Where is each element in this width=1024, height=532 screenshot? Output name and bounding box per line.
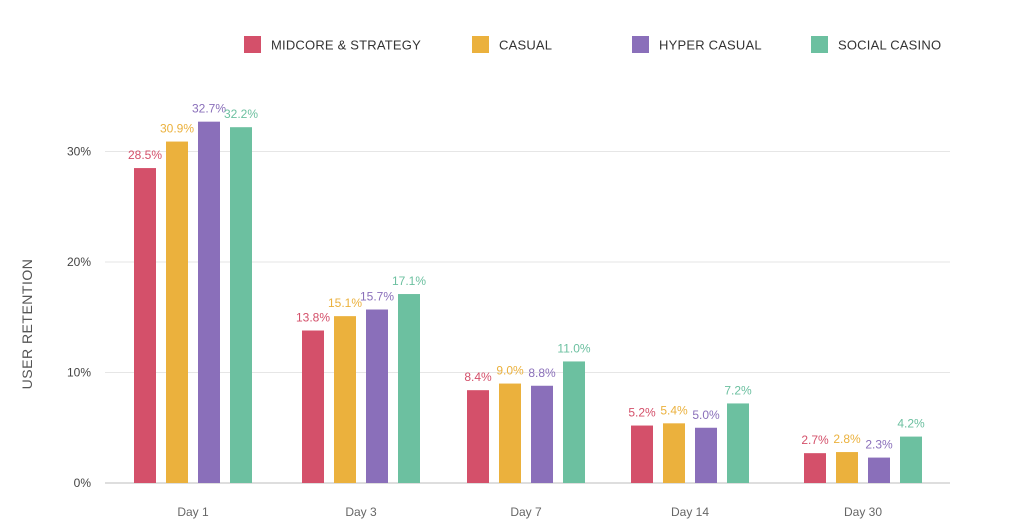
y-tick-label: 0% [74,476,92,490]
y-axis: 0% 10% 20% 30% [67,145,91,491]
x-category-label: Day 1 [177,505,209,519]
bar [836,452,858,483]
bar [499,383,521,483]
bar-value-label: 13.8% [296,311,330,325]
legend: MIDCORE & STRATEGY CASUAL HYPER CASUAL SOCI… [244,36,941,53]
bar-value-label: 8.8% [528,366,556,380]
legend-swatch [244,36,261,53]
y-tick-label: 20% [67,255,91,269]
bar-value-label: 5.0% [692,408,720,422]
bar-value-label: 5.4% [660,403,688,417]
bar [134,168,156,483]
bar-value-label: 2.3% [865,438,893,452]
bar [900,436,922,483]
bar-value-label: 2.8% [833,432,861,446]
x-category-label: Day 3 [345,505,377,519]
x-category-label: Day 30 [844,505,882,519]
bar-value-label: 32.2% [224,107,258,121]
bar-value-label: 15.1% [328,296,362,310]
bar [198,121,220,483]
bar [804,453,826,483]
bar [727,403,749,483]
y-axis-label: USER RETENTION [19,259,35,390]
bar [531,385,553,483]
bar-value-label: 30.9% [160,122,194,136]
legend-label: SOCIAL CASINO [838,38,941,53]
legend-swatch [811,36,828,53]
legend-label: CASUAL [499,38,552,53]
bar [230,127,252,483]
bar-value-label: 15.7% [360,290,394,304]
bar [563,361,585,483]
bar [398,294,420,483]
legend-item: SOCIAL CASINO [811,36,941,53]
bar-value-label: 32.7% [192,102,226,116]
legend-item: CASUAL [472,36,552,53]
bar-value-label: 8.4% [464,370,492,384]
x-axis: Day 1 Day 3 Day 7 Day 14 Day 30 [177,505,882,519]
legend-swatch [472,36,489,53]
bar [663,423,685,483]
y-tick-label: 30% [67,145,91,159]
legend-item: HYPER CASUAL [632,36,762,53]
x-category-label: Day 7 [510,505,542,519]
bar-value-label: 28.5% [128,148,162,162]
bar [302,330,324,483]
bars [134,121,922,483]
bar [334,316,356,483]
bar [366,309,388,483]
bar-value-label: 4.2% [897,417,925,431]
bar-value-label: 7.2% [724,383,752,397]
legend-item: MIDCORE & STRATEGY [244,36,421,53]
bar [695,427,717,483]
y-tick-label: 10% [67,366,91,380]
bar-value-label: 2.7% [801,433,829,447]
bar-value-label: 9.0% [496,364,524,378]
bar-value-label: 17.1% [392,274,426,288]
bar [166,141,188,483]
legend-label: HYPER CASUAL [659,38,762,53]
value-labels: 28.5% 13.8% 8.4% 5.2% 2.7% 30.9% 15.1% 9.0% 5.4%… [128,102,925,452]
legend-label: MIDCORE & STRATEGY [271,38,421,53]
legend-swatch [632,36,649,53]
bar [868,457,890,483]
bar-value-label: 5.2% [628,406,656,420]
bar [631,425,653,483]
bar [467,390,489,483]
bar-value-label: 11.0% [557,341,590,355]
x-category-label: Day 14 [671,505,709,519]
